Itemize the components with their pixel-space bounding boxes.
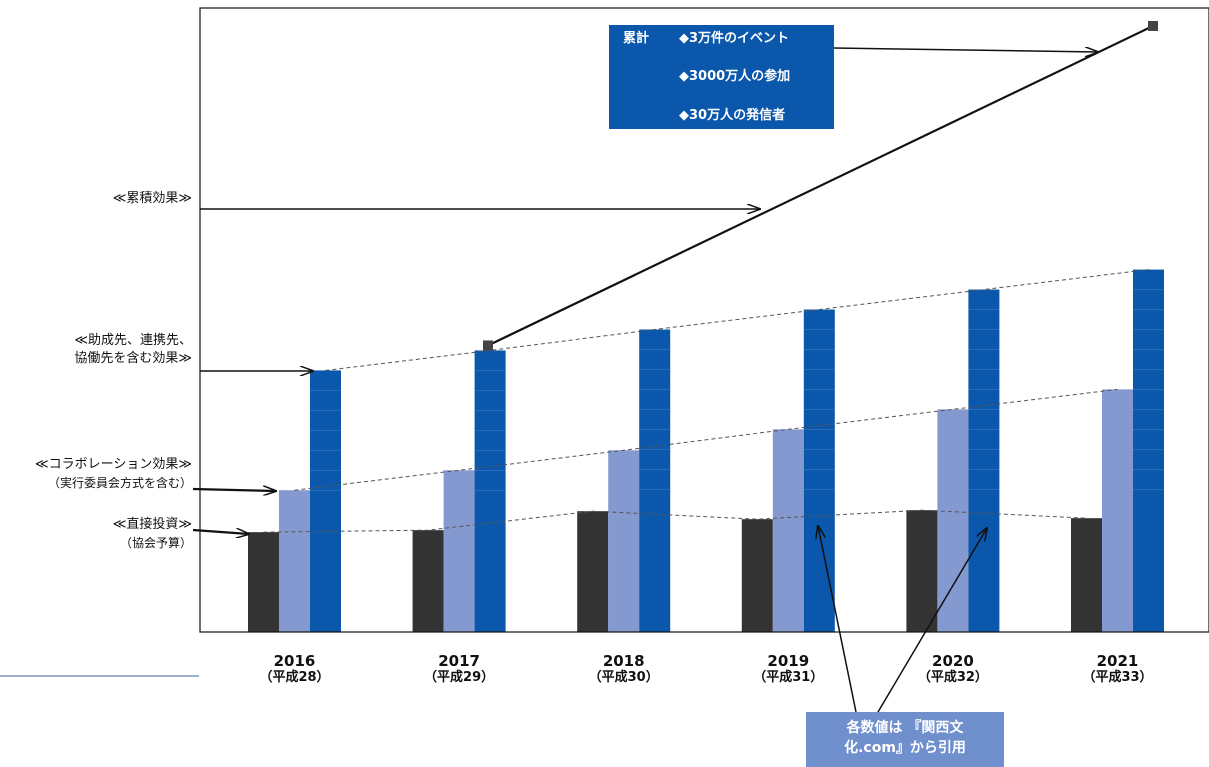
x-tick-era: （平成33） — [1082, 670, 1153, 685]
x-tick-2019: 2019 （平成31） — [733, 652, 843, 686]
bar-series2-2018 — [608, 450, 640, 632]
bar-series1-2019 — [741, 519, 773, 632]
plot-frame — [199, 7, 1209, 633]
source-note-line1: 各数値は 『関西文 — [846, 720, 964, 736]
bar-series3-2018 — [639, 329, 671, 632]
source-note-line2: 化.com』から引用 — [844, 740, 966, 756]
bar-series1-2021 — [1071, 518, 1102, 632]
x-tick-year: 2020 — [932, 652, 974, 670]
summary-heading: 累計 — [623, 31, 650, 46]
cumulative-label-text: ≪累積効果≫ — [112, 191, 192, 206]
cumulative-marker-2021 — [1148, 20, 1158, 31]
bar-series2-2019 — [772, 429, 804, 632]
direct-investment-label: ≪直接投資≫ （協会予算） — [40, 516, 192, 552]
direct-investment-label-line1: ≪直接投資≫ — [112, 517, 192, 532]
bar-series3-2017 — [474, 350, 506, 632]
collab-effect-label-line1: ≪コラボレーション効果≫ — [35, 457, 192, 472]
trend-line-series2 — [294, 388, 1118, 491]
x-tick-year: 2016 — [273, 652, 316, 670]
summary-item-senders: ◆30万人の発信者 — [679, 108, 786, 123]
partner-effect-label-line1: ≪助成先、連携先、 — [74, 333, 192, 348]
bars-layer — [248, 269, 1164, 632]
cumulative-marker-2017 — [483, 340, 493, 351]
cumulative-line — [487, 24, 1154, 347]
arrow-note-to-2020 — [877, 528, 987, 713]
x-tick-year: 2021 — [1096, 652, 1139, 670]
x-tick-year: 2017 — [438, 652, 480, 670]
arrow-direct-investment — [192, 530, 249, 534]
collab-effect-label-line2: （実行委員会方式を含む） — [47, 476, 192, 490]
x-tick-era: （平成31） — [753, 670, 824, 685]
bar-series2-2020 — [937, 409, 969, 632]
x-tick-2020: 2020 （平成32） — [898, 652, 1008, 686]
arrow-collab-effect — [192, 489, 276, 491]
x-tick-era: （平成30） — [588, 670, 659, 685]
arrow-summary-to-line — [833, 48, 1098, 52]
summary-item-participants: ◆3000万人の参加 — [679, 69, 791, 84]
summary-item-events: ◆3万件のイベント — [679, 31, 790, 46]
trend-line-series1 — [263, 509, 1087, 533]
x-tick-2018: 2018 （平成30） — [569, 652, 679, 686]
trend-line-series3 — [325, 269, 1149, 371]
cumulative-label: ≪累積効果≫ — [50, 190, 192, 208]
bar-series1-2020 — [906, 510, 938, 632]
x-tick-2017: 2017 （平成29） — [404, 652, 514, 686]
trend-lines-layer — [263, 269, 1149, 533]
x-tick-era: （平成29） — [424, 670, 495, 685]
arrow-note-to-2019 — [818, 526, 857, 713]
bar-series3-2020 — [968, 289, 1000, 632]
bar-series2-2017 — [443, 470, 475, 632]
direct-investment-label-line2: （協会予算） — [119, 536, 192, 550]
cumulative-summary-box: 累計 ◆3万件のイベント ◆3000万人の参加 ◆30万人の発信者 — [609, 25, 834, 129]
bar-series3-2021 — [1133, 269, 1164, 632]
x-tick-2016: 2016 （平成28） — [240, 652, 350, 686]
collab-effect-label: ≪コラボレーション効果≫ （実行委員会方式を含む） — [0, 456, 192, 492]
bar-series2-2021 — [1102, 389, 1133, 632]
x-tick-2021: 2021 （平成33） — [1063, 652, 1173, 686]
cumulative-line-layer — [483, 20, 1158, 351]
x-tick-era: （平成28） — [259, 670, 330, 685]
partner-effect-label: ≪助成先、連携先、 協働先を含む効果≫ — [10, 332, 192, 368]
arrows-layer — [192, 48, 1098, 713]
x-tick-era: （平成32） — [917, 670, 988, 685]
source-note-box: 各数値は 『関西文 化.com』から引用 — [806, 712, 1004, 767]
bar-series1-2017 — [412, 530, 444, 632]
x-tick-year: 2019 — [767, 652, 810, 670]
x-tick-year: 2018 — [602, 652, 645, 670]
bar-series3-2016 — [310, 370, 341, 632]
bar-series1-2018 — [577, 511, 609, 632]
bar-series2-2016 — [279, 490, 310, 632]
partner-effect-label-line2: 協働先を含む効果≫ — [74, 351, 192, 366]
bar-series3-2019 — [803, 309, 835, 632]
bar-series1-2016 — [248, 532, 279, 632]
